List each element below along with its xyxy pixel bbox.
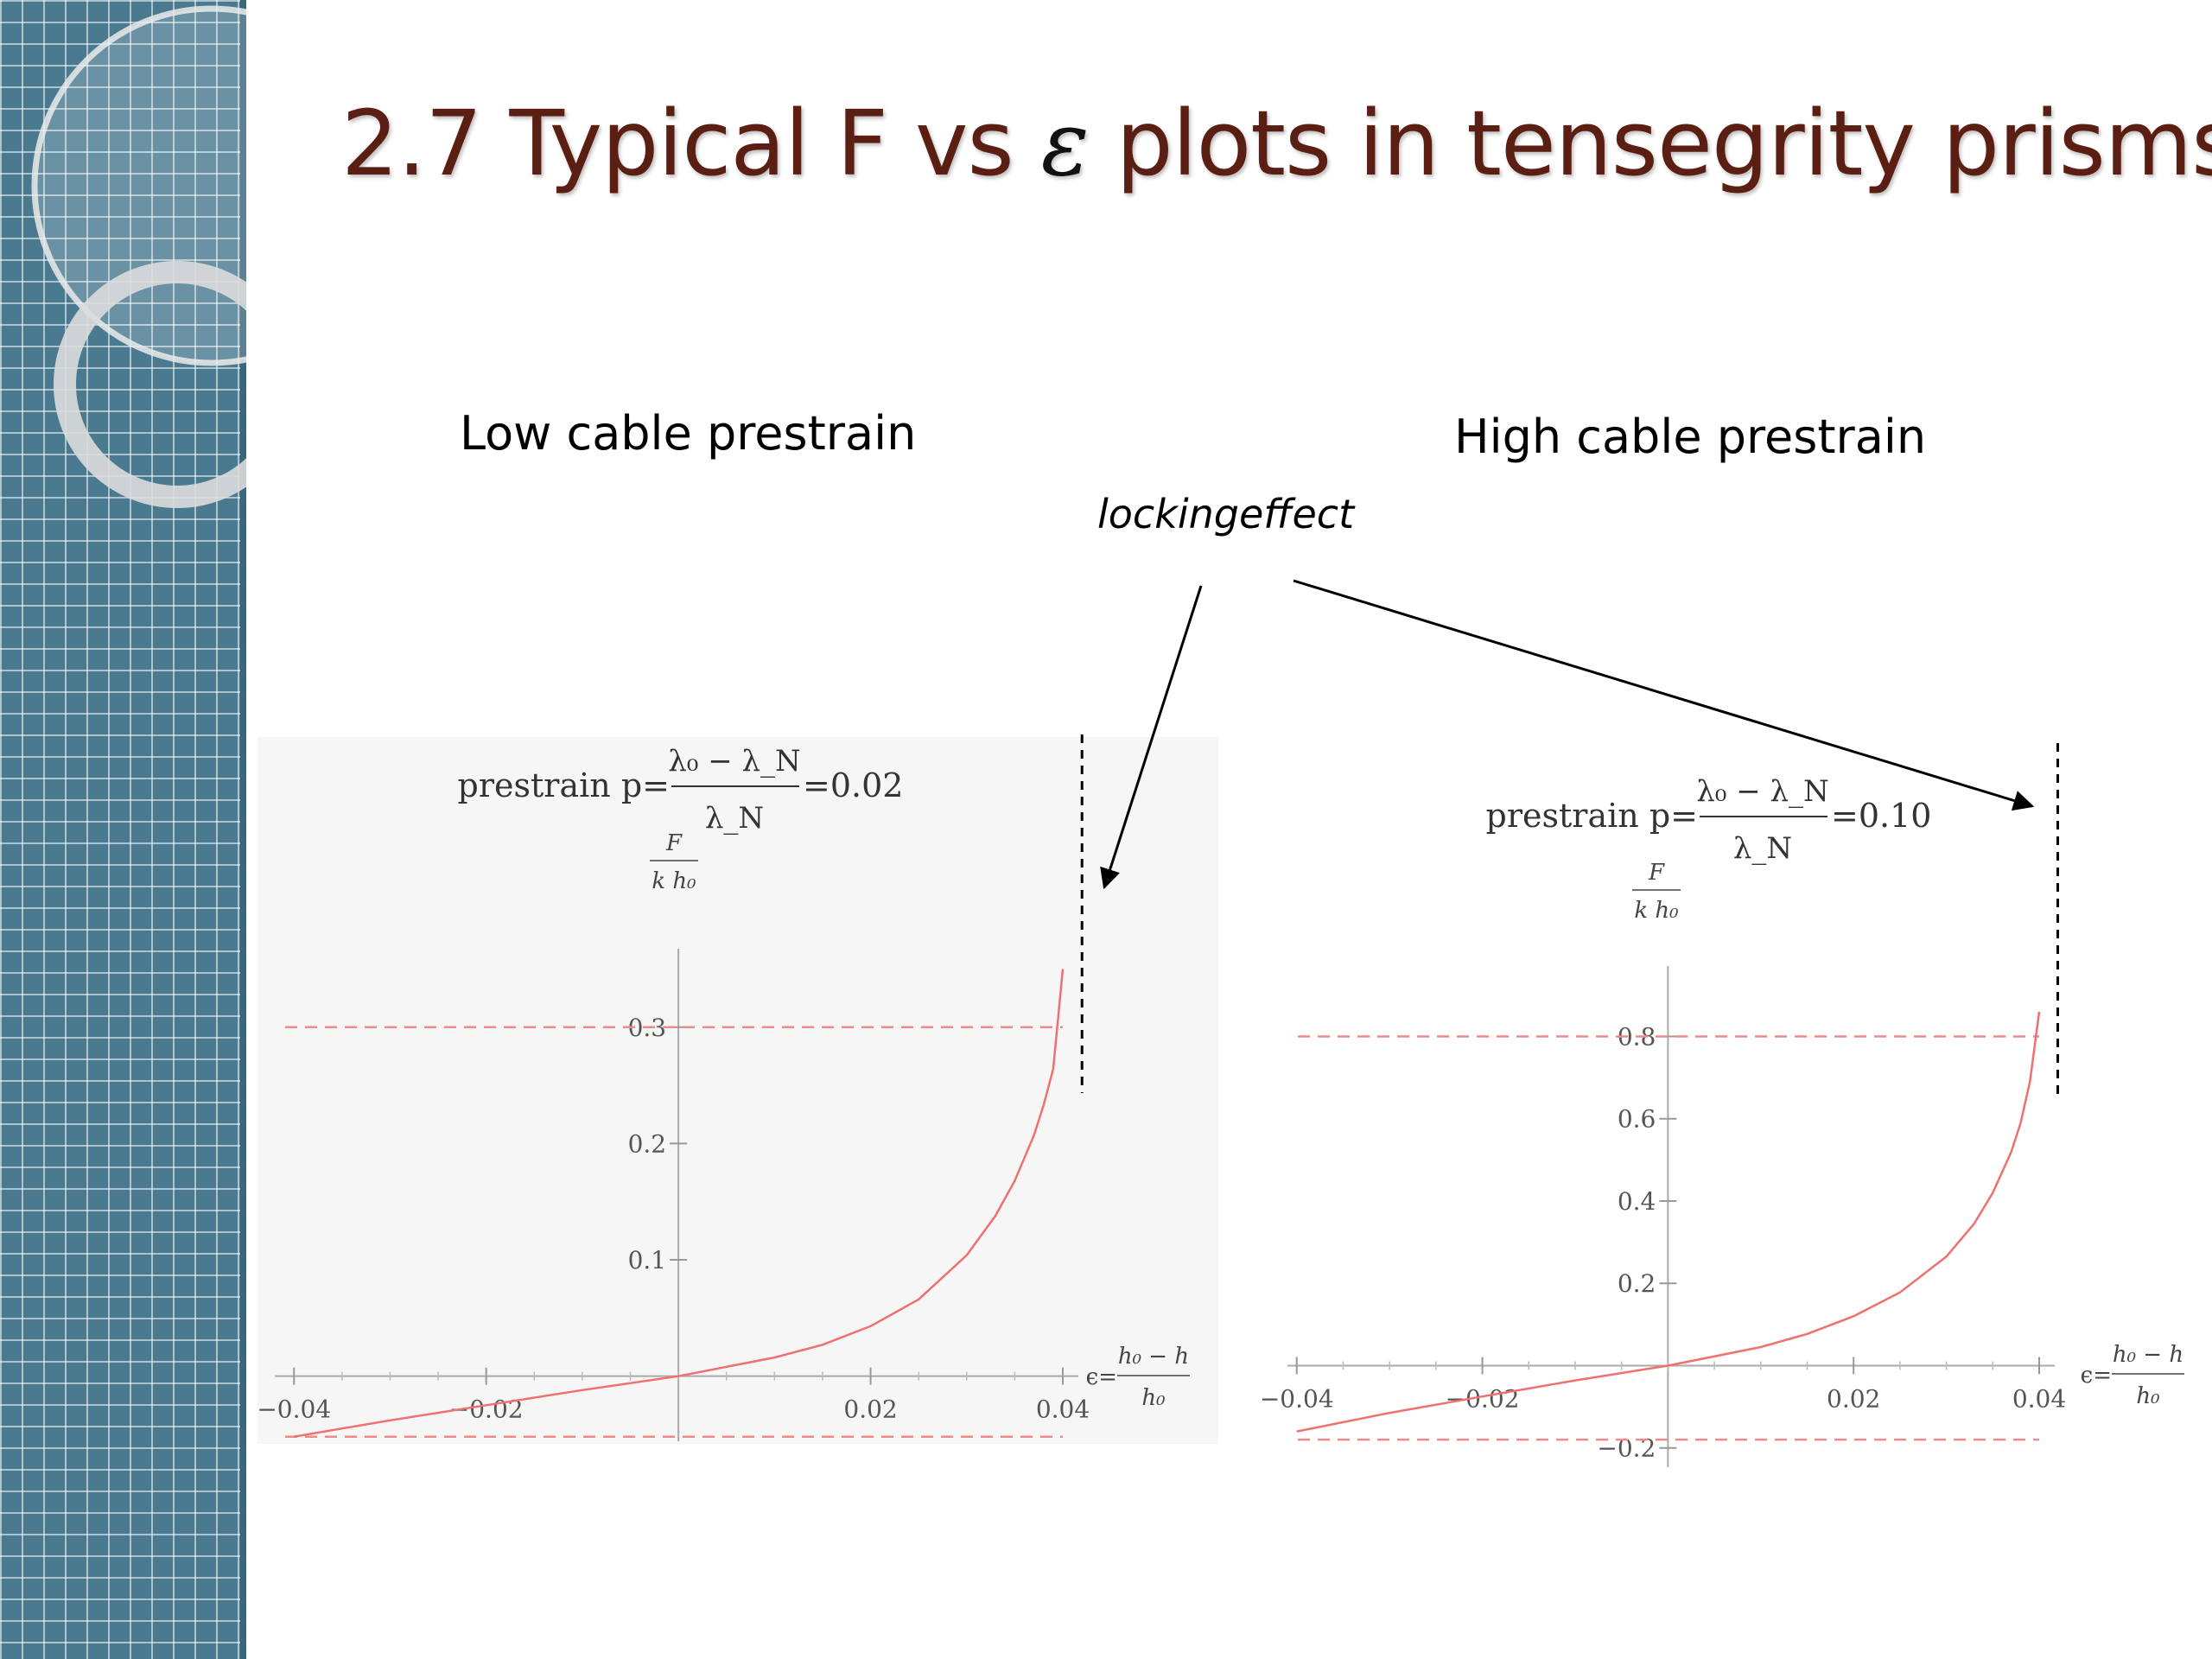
prestrain-denominator: λ_N bbox=[705, 801, 764, 836]
x-axis-label-numerator: h₀ − h bbox=[1118, 1344, 1189, 1370]
y-axis-label-numerator: F bbox=[665, 830, 683, 856]
arrow-to-right-locking-line bbox=[1293, 579, 2035, 811]
prestrain-value: =0.02 bbox=[803, 766, 903, 804]
y-axis-label-numerator: F bbox=[1648, 860, 1665, 886]
series-line bbox=[1296, 1011, 2041, 1433]
prestrain-value: =0.10 bbox=[1831, 797, 1931, 835]
x-tick-label: −0.04 bbox=[257, 1395, 331, 1424]
x-tick-label: 0.04 bbox=[2012, 1384, 2066, 1413]
x-axis-label-denominator: h₀ bbox=[1141, 1385, 1166, 1411]
x-tick-label: 0.04 bbox=[1036, 1395, 1090, 1424]
right-panel-heading: High cable prestrain bbox=[1454, 410, 1927, 464]
prestrain-prefix: prestrain p= bbox=[1486, 797, 1698, 835]
y-axis-label-denominator: k h₀ bbox=[652, 868, 696, 894]
prestrain-numerator: λ₀ − λ_N bbox=[1696, 774, 1829, 809]
arrow-to-left-locking-line bbox=[1100, 585, 1203, 890]
y-tick-label: 0.2 bbox=[1618, 1269, 1656, 1298]
y-tick-label: 0.6 bbox=[1618, 1105, 1656, 1134]
x-axis-label-numerator: h₀ − h bbox=[2113, 1342, 2183, 1368]
x-tick-label: −0.04 bbox=[1260, 1384, 1334, 1413]
sidebar-edge bbox=[240, 0, 246, 1659]
series-line bbox=[293, 969, 1065, 1438]
decorative-rings bbox=[31, 5, 246, 508]
title-epsilon-symbol: ε bbox=[1040, 91, 1090, 196]
x-axis-label-prefix: ϵ= bbox=[2081, 1363, 2112, 1389]
prestrain-denominator: λ_N bbox=[1733, 831, 1792, 866]
x-tick-label: 0.02 bbox=[843, 1395, 897, 1424]
ring-small bbox=[54, 261, 246, 508]
left-plot-background bbox=[257, 737, 1218, 1444]
title-text: 2.7 Typical F vs bbox=[341, 91, 1014, 196]
y-tick-label: 0.4 bbox=[1618, 1187, 1656, 1216]
x-tick-label: 0.02 bbox=[1827, 1384, 1880, 1413]
prestrain-prefix: prestrain p= bbox=[458, 766, 670, 804]
x-axis-label-denominator: h₀ bbox=[2136, 1383, 2160, 1409]
page-title: 2.7 Typical F vs ε plots in tensegrity p… bbox=[341, 91, 2212, 196]
locking-effect-callout: lockingeffect bbox=[1097, 491, 1355, 537]
y-axis-label-denominator: k h₀ bbox=[1634, 898, 1679, 924]
y-tick-label: 0.2 bbox=[628, 1129, 667, 1158]
left-panel-heading: Low cable prestrain bbox=[460, 406, 917, 461]
prestrain-numerator: λ₀ − λ_N bbox=[668, 744, 801, 779]
y-tick-label: 0.1 bbox=[628, 1246, 667, 1274]
x-axis-label-prefix: ϵ= bbox=[1086, 1364, 1117, 1390]
title-rest: plots in tensegrity prisms bbox=[1116, 91, 2212, 196]
x-tick-label: −0.02 bbox=[1446, 1384, 1520, 1413]
